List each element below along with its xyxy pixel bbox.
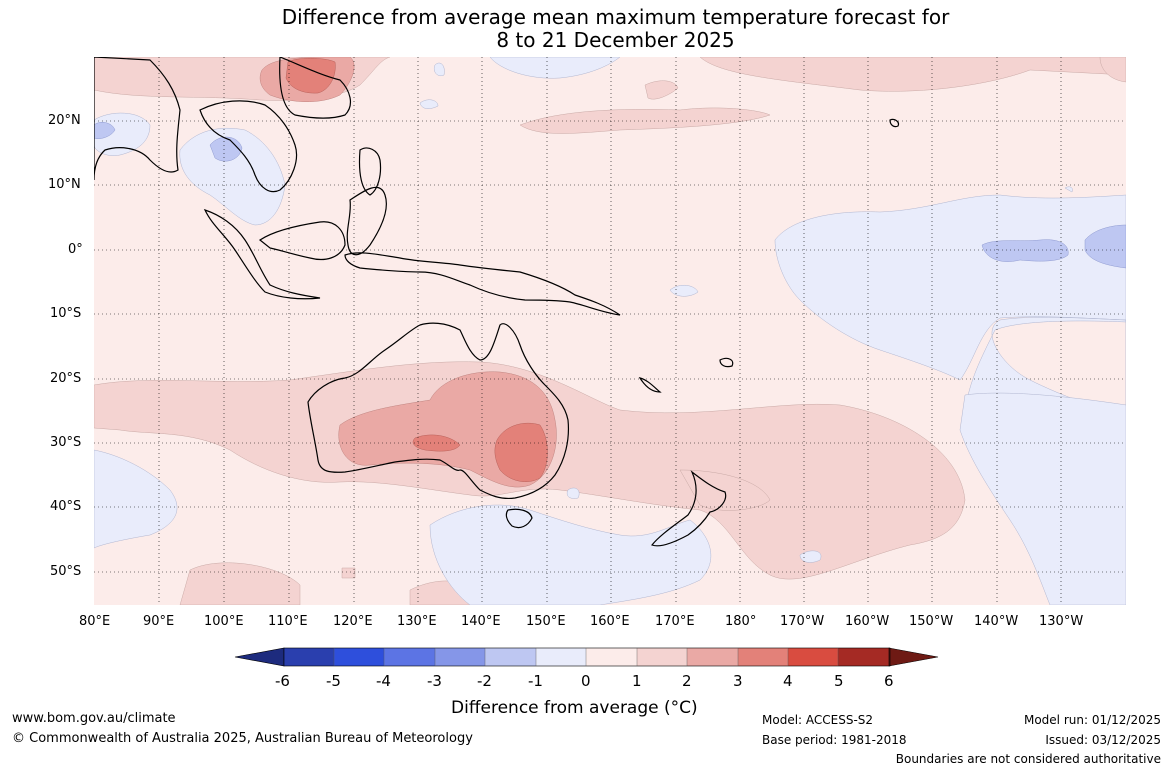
forecast-map <box>94 57 1126 667</box>
lon-label: 140°W <box>974 614 1019 629</box>
legend-extend-high <box>888 647 939 667</box>
lon-label: 160°W <box>845 614 890 629</box>
lon-label: 140°E <box>461 614 501 629</box>
footer-disclaimer: Boundaries are not considered authoritat… <box>895 752 1161 766</box>
footer-copyright: © Commonwealth of Australia 2025, Austra… <box>12 731 473 746</box>
legend-title: Difference from average (°C) <box>451 698 698 718</box>
lon-label: 170°E <box>655 614 695 629</box>
lon-label: 160°E <box>590 614 630 629</box>
legend-swatch <box>284 648 335 666</box>
lat-label: 50°S <box>50 564 82 579</box>
legend-tick-label: -4 <box>376 672 391 690</box>
legend-tick-label: 0 <box>581 672 591 690</box>
lon-label: 120°E <box>333 614 373 629</box>
footer-model: Model: ACCESS-S2 <box>762 713 874 727</box>
lon-label: 170°W <box>780 614 825 629</box>
legend-swatch <box>687 648 738 666</box>
legend-swatch <box>334 648 385 666</box>
lon-label: 90°E <box>143 614 175 629</box>
lon-label: 110°E <box>268 614 308 629</box>
lon-label: 100°E <box>204 614 244 629</box>
lon-label: 180° <box>725 614 757 629</box>
footer-issued: Issued: 03/12/2025 <box>1045 733 1161 747</box>
legend-swatch <box>637 648 688 666</box>
legend-swatch <box>384 648 435 666</box>
legend-tick-label: -2 <box>477 672 492 690</box>
legend-tick-label: 6 <box>884 672 894 690</box>
footer-model-run: Model run: 01/12/2025 <box>1023 713 1161 727</box>
legend-tick-label: 2 <box>682 672 692 690</box>
legend-tick-label: 3 <box>733 672 743 690</box>
legend-swatch <box>485 648 536 666</box>
legend-swatch <box>788 648 839 666</box>
legend-swatch <box>435 648 486 666</box>
lat-label: 0° <box>68 242 83 257</box>
lon-label: 80°E <box>79 614 111 629</box>
lat-label: 20°S <box>50 371 82 386</box>
lon-label: 130°W <box>1039 614 1084 629</box>
legend-swatch <box>738 648 789 666</box>
legend-tick-label: 4 <box>783 672 793 690</box>
legend-colorbar <box>234 647 939 667</box>
lon-label: 130°E <box>397 614 437 629</box>
footer-url[interactable]: www.bom.gov.au/climate <box>12 711 176 726</box>
legend-tick-label: -1 <box>528 672 543 690</box>
coastlines <box>94 57 900 547</box>
lat-label: 10°N <box>48 177 81 192</box>
lon-label: 150°E <box>526 614 566 629</box>
legend-tick-label: -6 <box>275 672 290 690</box>
lat-label: 10°S <box>50 306 82 321</box>
legend-tick-label: -3 <box>427 672 442 690</box>
anomaly-band-minus2-to-minus1 <box>94 122 1126 269</box>
map-title-line2: 8 to 21 December 2025 <box>496 28 735 52</box>
lat-label: 40°S <box>50 499 82 514</box>
legend-swatch <box>838 648 890 666</box>
anomaly-band-3-to-4 <box>285 58 548 482</box>
legend-tick-label: 1 <box>632 672 642 690</box>
footer-base-period: Base period: 1981-2018 <box>762 733 907 747</box>
legend-extend-low <box>234 647 285 667</box>
lat-label: 20°N <box>48 113 81 128</box>
legend-swatch <box>536 648 587 666</box>
legend-tick-label: -5 <box>326 672 341 690</box>
gridlines <box>94 57 1126 605</box>
lat-label: 30°S <box>50 435 82 450</box>
lon-label: 150°W <box>909 614 954 629</box>
legend-swatch <box>586 648 637 666</box>
map-title-line1: Difference from average mean maximum tem… <box>281 5 950 29</box>
legend-tick-label: 5 <box>834 672 844 690</box>
